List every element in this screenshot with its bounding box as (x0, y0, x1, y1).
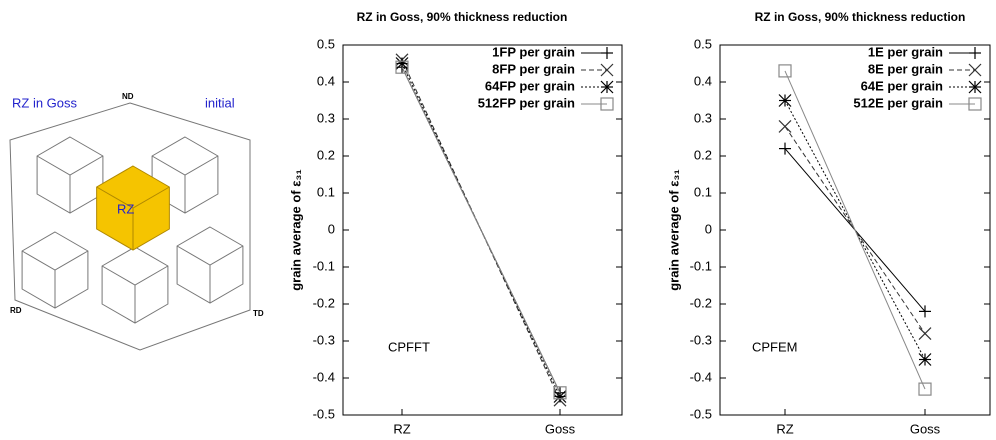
y-tick-label: 0.4 (694, 73, 712, 88)
marker (918, 353, 932, 366)
y-tick-label: 0.5 (694, 36, 712, 51)
annotation: CPFFT (388, 339, 430, 354)
frame (9, 102, 251, 351)
y-tick-label: -0.1 (313, 258, 335, 273)
y-tick-label: -0.3 (690, 332, 712, 347)
diagram-label: initial (205, 95, 235, 110)
y-axis-label: grain average of ε₃₁ (666, 169, 681, 291)
marker-box (968, 97, 982, 111)
legend-label: 8FP per grain (492, 61, 575, 76)
marker-box (918, 382, 932, 396)
legend-label: 64FP per grain (485, 78, 575, 93)
marker-stroke (600, 80, 614, 94)
y-tick-label: 0.3 (694, 110, 712, 125)
y-tick-label: 0.2 (317, 147, 335, 162)
y-tick-label: 0.1 (317, 184, 335, 199)
marker (395, 60, 409, 74)
y-tick-label: 0.5 (317, 36, 335, 51)
x-tick-label: Goss (545, 421, 576, 436)
marker (600, 80, 614, 94)
y-tick-label: 0 (705, 221, 712, 236)
marker (601, 47, 613, 59)
marker-box (395, 60, 409, 74)
y-tick-label: -0.4 (690, 369, 712, 384)
marker (968, 97, 982, 111)
marker (968, 63, 982, 77)
marker (553, 390, 567, 403)
marker (968, 80, 982, 94)
series-line (784, 100, 926, 360)
y-tick-label: -0.3 (313, 332, 335, 347)
y-tick-label: -0.5 (690, 406, 712, 421)
marker-stroke (918, 353, 932, 366)
x-tick-label: RZ (776, 421, 793, 436)
chart-title: RZ in Goss, 90% thickness reduction (357, 10, 568, 24)
marker-stroke (395, 57, 409, 70)
series-line (784, 70, 926, 390)
y-tick-label: 0.3 (317, 110, 335, 125)
axis-name: RD (10, 306, 22, 315)
legend-label: 512E per grain (853, 95, 943, 110)
y-tick-label: -0.5 (313, 406, 335, 421)
y-axis-label: grain average of ε₃₁ (288, 169, 303, 291)
legend-label: 1E per grain (868, 44, 943, 59)
x-tick-label: RZ (393, 421, 410, 436)
y-tick-label: -0.4 (313, 369, 335, 384)
marker-stroke (918, 327, 932, 341)
legend-label: 64E per grain (861, 78, 943, 93)
marker-box (778, 64, 792, 78)
marker-stroke (968, 63, 982, 77)
marker (778, 119, 792, 133)
marker (600, 97, 614, 111)
axis-name: TD (253, 309, 264, 318)
marker-box (553, 386, 567, 400)
series-line (401, 66, 561, 394)
chart-title: RZ in Goss, 90% thickness reduction (755, 10, 966, 24)
marker (779, 142, 791, 155)
diagram-label: RZ in Goss (12, 95, 78, 110)
axis-name: ND (122, 92, 134, 101)
center-label: RZ (117, 201, 134, 216)
marker-stroke (778, 94, 792, 107)
y-tick-label: 0.4 (317, 73, 335, 88)
marker (918, 382, 932, 396)
marker-box (600, 97, 614, 111)
annotation: CPFEM (752, 339, 798, 354)
legend-label: 8E per grain (868, 61, 943, 76)
marker-stroke (553, 390, 567, 403)
x-tick-label: Goss (910, 421, 941, 436)
y-tick-label: -0.2 (690, 295, 712, 310)
y-tick-label: 0 (328, 221, 335, 236)
crystal-diagram (9, 102, 251, 351)
marker (919, 305, 931, 318)
y-tick-label: 0.2 (694, 147, 712, 162)
legend-label: 1FP per grain (492, 44, 575, 59)
series-line (784, 126, 926, 334)
marker (600, 63, 614, 77)
y-tick-label: -0.1 (690, 258, 712, 273)
legend-label: 512FP per grain (478, 95, 575, 110)
marker-stroke (968, 80, 982, 94)
marker (778, 94, 792, 107)
y-tick-label: -0.2 (313, 295, 335, 310)
marker (778, 64, 792, 78)
marker (918, 327, 932, 341)
marker (553, 386, 567, 400)
marker-stroke (600, 63, 614, 77)
marker-stroke (778, 119, 792, 133)
marker (969, 47, 981, 59)
y-tick-label: 0.1 (694, 184, 712, 199)
